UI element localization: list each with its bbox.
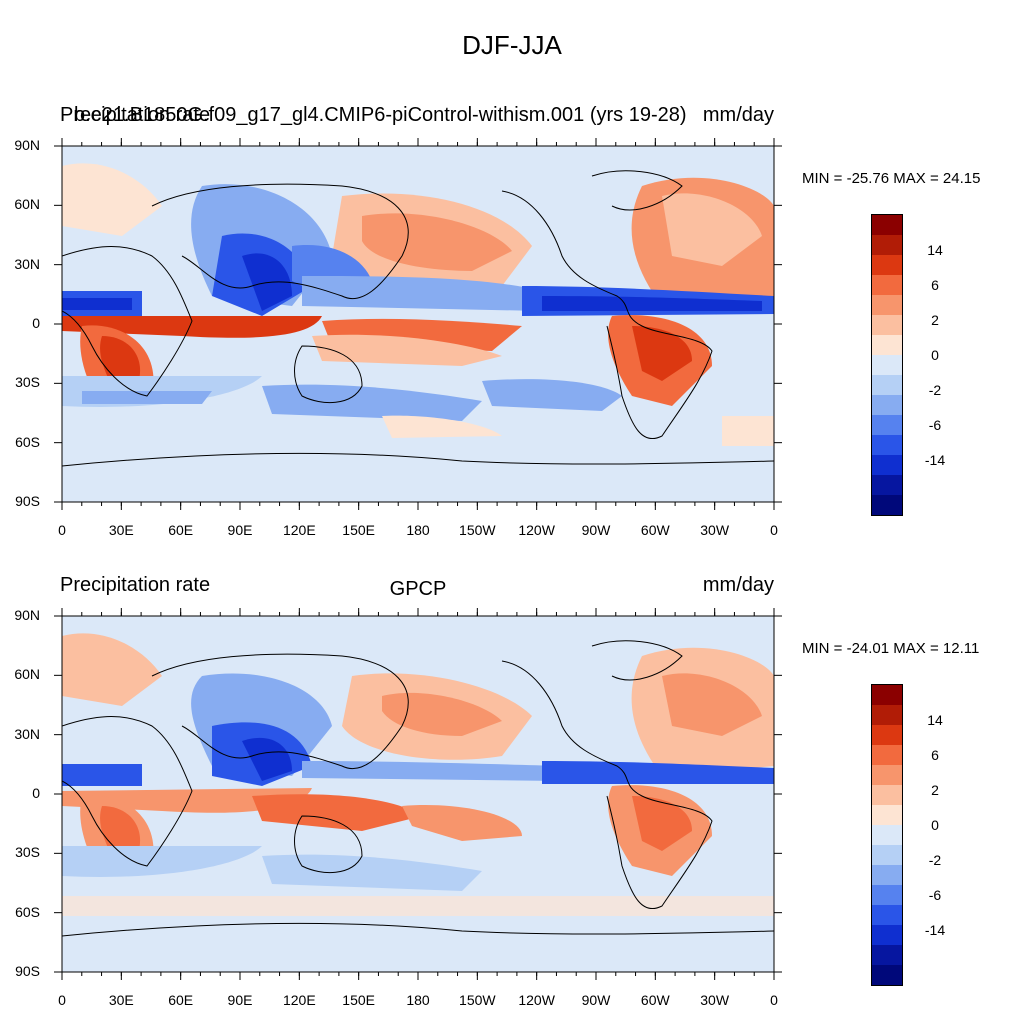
- figure-title: DJF-JJA: [462, 30, 562, 60]
- y-tick-label: 30N: [14, 725, 40, 742]
- x-tick-label: 120W: [518, 992, 555, 1008]
- y-tick-label: 90N: [14, 607, 40, 623]
- x-tick-label: 0: [58, 992, 66, 1008]
- colorbar-segment: [872, 455, 902, 475]
- colorbar-segment: [872, 885, 902, 905]
- colorbar-label: 14: [927, 242, 943, 258]
- colorbar-segment: [872, 215, 902, 235]
- y-tick-label: 90S: [15, 963, 40, 979]
- x-tick-label: 150E: [342, 992, 375, 1008]
- colorbar-label: 2: [931, 782, 939, 798]
- axes-model: [54, 138, 782, 510]
- colorbar-segment: [872, 435, 902, 455]
- x-tick-label: 0: [770, 522, 778, 538]
- x-tick-label: 120W: [518, 522, 555, 538]
- colorbar-label: 6: [931, 277, 939, 293]
- colorbar-segment: [872, 945, 902, 965]
- x-tick-label: 180: [406, 522, 430, 538]
- y-tick-label: 60S: [15, 433, 40, 450]
- colorbar-segment: [872, 275, 902, 295]
- colorbar-segment: [872, 685, 902, 705]
- x-tick-label: 0: [770, 992, 778, 1008]
- x-tick-label: 120E: [282, 992, 316, 1008]
- colorbar-segment: [872, 495, 902, 515]
- colorbar-segment: [872, 335, 902, 355]
- y-tick-label: 0: [32, 315, 40, 331]
- x-tick-label: 90E: [227, 522, 253, 538]
- x-tick-label: 30W: [700, 522, 730, 538]
- x-tick-label: 0: [58, 522, 66, 538]
- colorbar-segment: [872, 785, 902, 805]
- y-tick-label: 90S: [15, 493, 40, 509]
- colorbar-segment: [872, 965, 902, 985]
- colorbar-segment: [872, 415, 902, 435]
- x-tick-label: 90E: [227, 992, 253, 1008]
- colorbar-segment: [872, 255, 902, 275]
- colorbar-segment: [872, 475, 902, 495]
- x-tick-label: 150E: [342, 522, 375, 538]
- colorbar-segment: [872, 315, 902, 335]
- x-tick-label: 30E: [108, 522, 134, 538]
- colorbar-label: -6: [928, 417, 942, 433]
- x-tick-label: 60E: [168, 992, 194, 1008]
- colorbar-segment: [872, 295, 902, 315]
- colorbar-segment: [872, 725, 902, 745]
- colorbar-segment: [872, 765, 902, 785]
- map-model: [62, 146, 774, 502]
- panel-units: mm/day: [702, 574, 774, 596]
- min-max-text: MIN = -25.76 MAX = 24.15: [802, 170, 981, 187]
- y-tick-label: 30S: [15, 844, 40, 861]
- colorbar: [871, 214, 903, 516]
- colorbar-label: 14: [927, 712, 943, 728]
- colorbar-label: 2: [931, 312, 939, 328]
- colorbar-segment: [872, 925, 902, 945]
- colorbar-segment: [872, 355, 902, 375]
- y-tick-label: 60N: [14, 666, 40, 683]
- panel-center-text: GPCP: [389, 578, 447, 600]
- colorbar-segment: [872, 905, 902, 925]
- colorbar-segment: [872, 375, 902, 395]
- panel-left-text: Precipitation rate: [60, 574, 211, 596]
- colorbar-label: -6: [928, 887, 942, 903]
- colorbar-label: 0: [931, 817, 939, 833]
- colorbar-label: 6: [931, 747, 939, 763]
- colorbar: [871, 684, 903, 986]
- min-max-text: MIN = -24.01 MAX = 12.11: [802, 640, 980, 657]
- colorbar-segment: [872, 705, 902, 725]
- panel-units: mm/day: [702, 104, 774, 126]
- x-tick-label: 180: [406, 992, 430, 1008]
- axes-obs: [54, 608, 782, 980]
- colorbar-label: -14: [924, 922, 946, 938]
- colorbar-segment: [872, 235, 902, 255]
- colorbar-label: -2: [928, 852, 942, 868]
- y-tick-label: 90N: [14, 137, 40, 153]
- colorbar-label: 0: [931, 347, 939, 363]
- colorbar-label: -14: [924, 452, 946, 468]
- y-tick-label: 30N: [14, 255, 40, 272]
- x-tick-label: 90W: [581, 522, 611, 538]
- colorbar-segment: [872, 745, 902, 765]
- x-tick-label: 30W: [700, 992, 730, 1008]
- x-tick-label: 150W: [459, 522, 496, 538]
- map-obs: [62, 616, 774, 972]
- x-tick-label: 60W: [640, 992, 670, 1008]
- y-tick-label: 60N: [14, 196, 40, 213]
- colorbar-segment: [872, 395, 902, 415]
- x-tick-label: 120E: [282, 522, 316, 538]
- panel-left-text: Precipitation rate: [60, 104, 211, 126]
- colorbar-label: -2: [928, 382, 942, 398]
- x-tick-label: 90W: [581, 992, 611, 1008]
- x-tick-label: 150W: [459, 992, 496, 1008]
- panel-case-name: b.e21.B1850G.f09_g17_gl4.CMIP6-piControl…: [74, 104, 687, 126]
- y-tick-label: 30S: [15, 374, 40, 391]
- x-tick-label: 60E: [168, 522, 194, 538]
- colorbar-segment: [872, 845, 902, 865]
- colorbar-segment: [872, 805, 902, 825]
- colorbar-segment: [872, 825, 902, 845]
- colorbar-segment: [872, 865, 902, 885]
- y-tick-label: 60S: [15, 903, 40, 920]
- y-tick-label: 0: [32, 785, 40, 801]
- x-tick-label: 60W: [640, 522, 670, 538]
- x-tick-label: 30E: [108, 992, 134, 1008]
